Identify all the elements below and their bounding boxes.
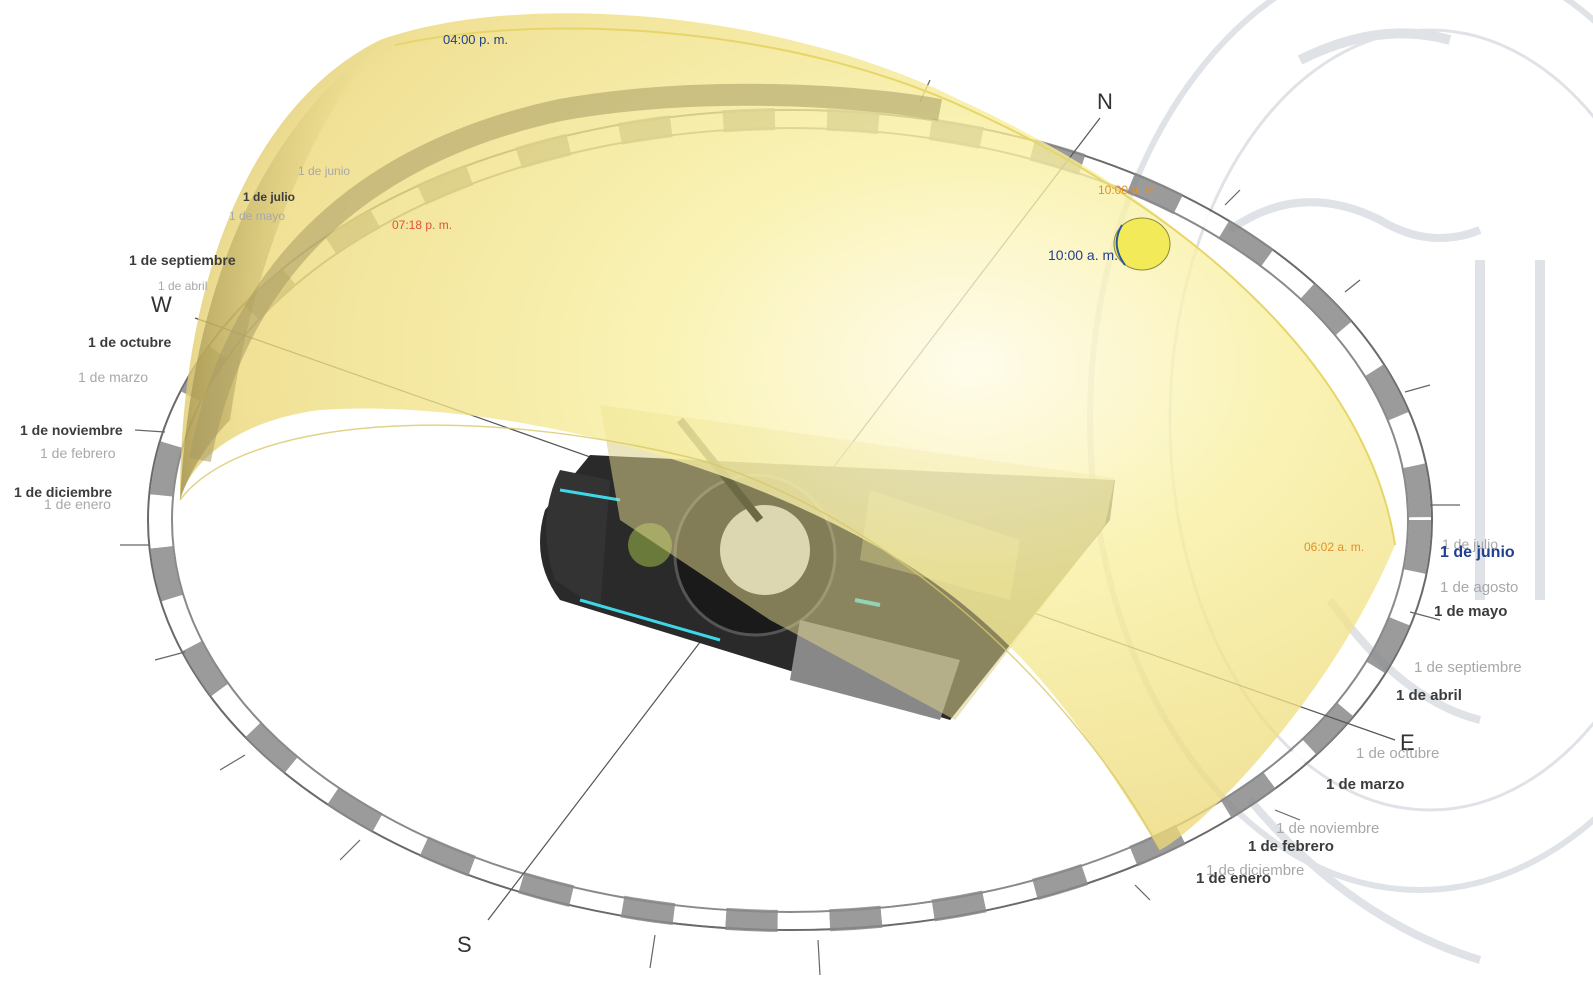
ring-spokes (120, 79, 1460, 976)
east-date-jul: 1 de julio (1442, 536, 1499, 552)
east-date-feb: 1 de febrero (1248, 838, 1334, 855)
west-date-sep: 1 de septiembre (129, 252, 236, 268)
west-date-nov: 1 de noviembre (20, 422, 123, 438)
west-date-jul: 1 de julio (243, 190, 296, 204)
east-date-abr: 1 de abril (1396, 687, 1462, 704)
east-date-mar: 1 de marzo (1326, 776, 1405, 793)
east-date-sep: 1 de septiembre (1414, 659, 1522, 676)
time-0400pm: 04:00 p. m. (443, 32, 509, 47)
west-date-abr: 1 de abril (158, 279, 208, 293)
east-date-may: 1 de mayo (1434, 603, 1508, 620)
time-1000am-blue: 10:00 a. m. (1048, 247, 1119, 263)
east-date-dic: 1 de diciembre (1206, 862, 1305, 879)
time-0602am: 06:02 a. m. (1304, 540, 1365, 554)
west-date-jun: 1 de junio (298, 164, 351, 178)
sun-marker (1113, 217, 1171, 271)
west-date-dic: 1 de diciembre (14, 484, 113, 500)
west-date-mar: 1 de marzo (78, 369, 149, 385)
direction-south: S (457, 932, 472, 957)
east-date-ago: 1 de agosto (1440, 579, 1519, 596)
east-date-oct: 1 de octubre (1356, 745, 1440, 762)
direction-east: E (1400, 730, 1415, 755)
direction-west: W (151, 292, 172, 317)
west-date-ene: 1 de enero (44, 496, 111, 512)
direction-north: N (1097, 89, 1113, 114)
west-date-may: 1 de mayo (229, 209, 286, 223)
time-0718pm: 07:18 p. m. (392, 218, 453, 232)
sun-path-dome (179, 13, 1396, 851)
west-date-feb: 1 de febrero (40, 445, 116, 461)
time-1000am-orange: 10:00 a. m. (1098, 183, 1159, 197)
east-date-nov: 1 de noviembre (1276, 820, 1380, 837)
east-date-ene: 1 de enero (1196, 870, 1272, 887)
west-date-oct: 1 de octubre (88, 334, 172, 350)
east-date-jun: 1 de junio (1440, 544, 1515, 561)
